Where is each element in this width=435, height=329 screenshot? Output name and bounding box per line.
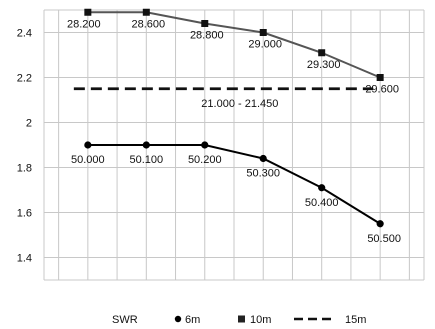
series-10m-data-label: 28.600 [131, 18, 165, 30]
series-10m-data-label: 29.300 [307, 59, 341, 71]
legend-6m-marker [174, 315, 182, 323]
series-6m-data-label: 50.500 [367, 233, 401, 245]
y-axis-ticks: 1.4 1.6 1.8 2 2.2 2.4 [17, 28, 32, 265]
series-10m-data-label: 28.200 [67, 18, 101, 30]
legend-10m-label: 10m [250, 314, 271, 326]
legend-10m-marker [238, 315, 245, 323]
series-6m-point [259, 154, 267, 163]
series-6m-point [142, 141, 150, 149]
series-6m-point [84, 141, 92, 149]
chart-series [73, 8, 384, 228]
y-tick-label: 2.2 [17, 73, 32, 85]
y-tick-label: 1.8 [17, 163, 32, 175]
series-6m-point [201, 141, 209, 149]
series-10m-point [376, 74, 384, 81]
series-6m-data-label: 50.200 [188, 154, 222, 166]
series-10m-point [201, 20, 209, 27]
series-6m-point [318, 184, 326, 192]
series-6m-data-label: 50.000 [71, 154, 105, 166]
series-10m-point [142, 8, 150, 16]
series-6m-point [376, 220, 384, 228]
series-6m-data-label: 50.300 [246, 168, 280, 180]
series-15m-label: 21.000 - 21.450 [201, 98, 278, 110]
series-6m-data-label: 50.100 [129, 154, 163, 166]
series-10m-data-label: 29.600 [365, 84, 399, 96]
y-tick-label: 2.4 [17, 28, 32, 40]
series-10m-point [318, 49, 326, 57]
legend-15m-label: 15m [345, 314, 366, 326]
legend-6m-label: 6m [185, 314, 200, 326]
series-6m-line [87, 144, 381, 225]
series-10m-point [259, 29, 267, 36]
series-10m-data-label: 29.000 [248, 39, 282, 51]
series-10m-line [87, 11, 381, 79]
y-tick-label: 1.6 [17, 208, 32, 220]
series-10m-point [84, 8, 92, 16]
legend-title: SWR [112, 314, 138, 326]
series-6m-data-label: 50.400 [305, 197, 339, 209]
chart-data-labels: 50.000 50.100 50.200 50.300 50.400 50.500 28.2… [67, 18, 401, 245]
chart-legend: SWR 6m 10m 15m [112, 314, 366, 326]
y-tick-label: 1.4 [17, 253, 32, 265]
series-10m-data-label: 28.800 [190, 30, 224, 42]
y-tick-label: 2 [26, 118, 32, 130]
